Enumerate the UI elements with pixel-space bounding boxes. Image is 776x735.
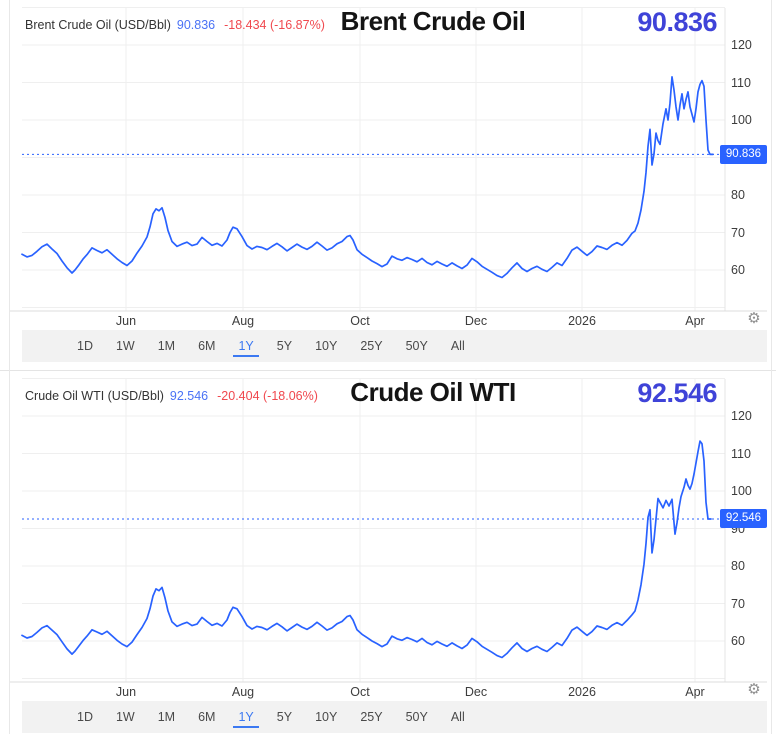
range-button-1w[interactable]: 1W xyxy=(115,709,135,724)
settings-gear-icon[interactable]: ⚙ xyxy=(747,681,761,698)
y-tick-label: 60 xyxy=(731,263,745,277)
range-button-1d[interactable]: 1D xyxy=(77,709,93,724)
legend-last-price: 92.546 xyxy=(169,389,209,403)
x-tick-label: Aug xyxy=(231,685,255,699)
current-price: 90.836 xyxy=(637,7,717,37)
widget-left-border xyxy=(9,0,10,734)
range-button-1y[interactable]: 1Y xyxy=(233,336,259,357)
legend-last-price: 90.836 xyxy=(176,18,216,32)
gridlines xyxy=(22,7,725,311)
chart-legend: Brent Crude Oil (USD/Bbl) 90.836 -18.434 (… xyxy=(25,18,325,32)
y-tick-label: 80 xyxy=(731,188,745,202)
widget-right-border xyxy=(771,0,772,734)
chart-title: Crude Oil WTI xyxy=(350,377,516,407)
y-tick-label: 80 xyxy=(731,559,745,573)
range-button-50y[interactable]: 50Y xyxy=(405,709,428,724)
price-series-line xyxy=(21,76,714,279)
y-tick-label: 70 xyxy=(731,596,745,611)
legend-symbol-label: Brent Crude Oil (USD/Bbl) xyxy=(25,18,171,32)
range-button-all[interactable]: All xyxy=(450,709,465,724)
x-tick-label: Jun xyxy=(115,685,137,699)
range-button-5y[interactable]: 5Y xyxy=(276,709,293,724)
price-axis-badge: 92.546 xyxy=(720,509,767,529)
range-button-10y[interactable]: 10Y xyxy=(315,338,338,353)
y-tick-label: 60 xyxy=(731,634,745,648)
chart-legend: Crude Oil WTI (USD/Bbl) 92.546 -20.404 (-1… xyxy=(25,389,318,403)
range-button-1m[interactable]: 1M xyxy=(157,338,176,353)
y-tick-label: 110 xyxy=(731,75,751,90)
range-button-all[interactable]: All xyxy=(450,338,465,353)
x-tick-label: Oct xyxy=(350,314,370,328)
x-tick-label: Oct xyxy=(350,685,370,699)
legend-change: -18.434 (-16.87%) xyxy=(224,18,325,32)
range-button-50y[interactable]: 50Y xyxy=(405,338,428,353)
settings-gear-icon[interactable]: ⚙ xyxy=(747,310,761,327)
x-tick-label: 2026 xyxy=(568,685,596,699)
y-tick-label: 120 xyxy=(731,38,752,52)
y-tick-label: 110 xyxy=(731,446,751,461)
range-button-25y[interactable]: 25Y xyxy=(360,709,383,724)
y-tick-label: 100 xyxy=(731,484,752,498)
price-line-chart[interactable] xyxy=(0,371,776,735)
range-button-6m[interactable]: 6M xyxy=(198,709,216,724)
range-button-1d[interactable]: 1D xyxy=(77,338,93,353)
x-tick-label: Dec xyxy=(464,314,488,328)
range-selector: 1D 1W 1M 6M 1Y 5Y 10Y 25Y 50Y All xyxy=(22,330,767,362)
x-tick-label: Apr xyxy=(685,685,705,699)
chart-title: Brent Crude Oil xyxy=(340,6,526,36)
range-button-1m[interactable]: 1M xyxy=(157,709,176,724)
x-tick-label: 2026 xyxy=(568,314,596,328)
price-series-line xyxy=(21,440,712,659)
legend-change: -20.404 (-18.06%) xyxy=(217,389,318,403)
gridlines xyxy=(22,378,725,682)
x-tick-label: Dec xyxy=(464,685,488,699)
price-axis-badge: 90.836 xyxy=(720,144,767,164)
price-line-chart[interactable] xyxy=(0,0,776,364)
crude-oil-wti-chart-widget: Crude Oil WTI (USD/Bbl) 92.546 -20.404 (-1… xyxy=(0,370,776,735)
legend-symbol-label: Crude Oil WTI (USD/Bbl) xyxy=(25,389,164,403)
x-tick-label: Jun xyxy=(115,314,137,328)
range-button-10y[interactable]: 10Y xyxy=(315,709,338,724)
range-button-6m[interactable]: 6M xyxy=(198,338,216,353)
range-selector: 1D 1W 1M 6M 1Y 5Y 10Y 25Y 50Y All xyxy=(22,701,767,733)
range-button-5y[interactable]: 5Y xyxy=(276,338,293,353)
y-tick-label: 100 xyxy=(731,113,752,127)
y-tick-label: 120 xyxy=(731,409,752,423)
x-tick-label: Apr xyxy=(685,314,705,328)
current-price: 92.546 xyxy=(637,378,717,408)
y-tick-label: 70 xyxy=(731,225,745,240)
range-button-1w[interactable]: 1W xyxy=(115,338,135,353)
brent-crude-oil-chart-widget: Brent Crude Oil (USD/Bbl) 90.836 -18.434 (… xyxy=(0,0,776,364)
range-button-25y[interactable]: 25Y xyxy=(360,338,383,353)
x-tick-label: Aug xyxy=(231,314,255,328)
range-button-1y[interactable]: 1Y xyxy=(233,707,259,728)
